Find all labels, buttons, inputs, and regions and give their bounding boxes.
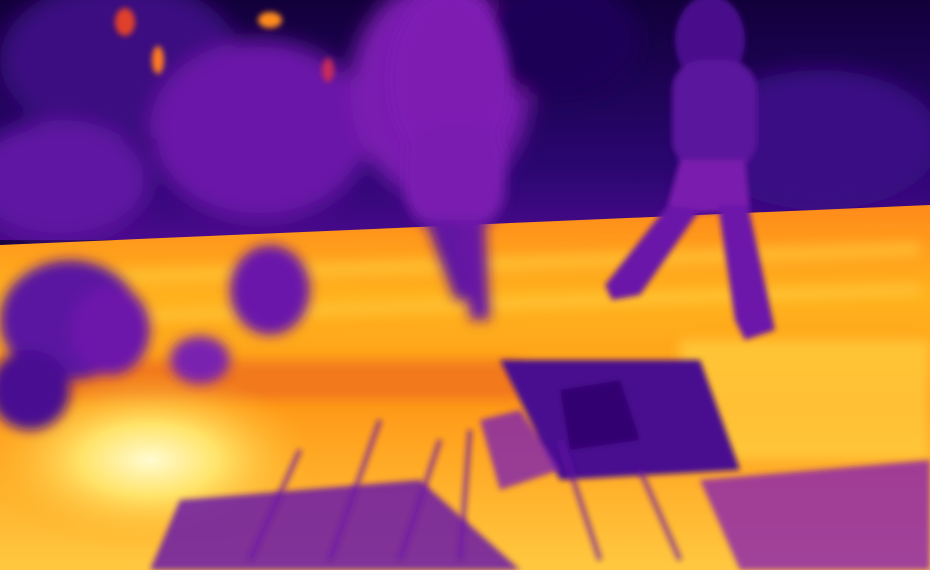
tree-foliage: [0, 0, 930, 240]
left-shrub: [0, 245, 310, 430]
person-right: [605, 0, 775, 340]
warm-leaf-spots: [115, 8, 334, 82]
foreground-grass: [150, 360, 930, 570]
person-left: [390, 0, 510, 320]
grass-blades: [247, 419, 683, 562]
